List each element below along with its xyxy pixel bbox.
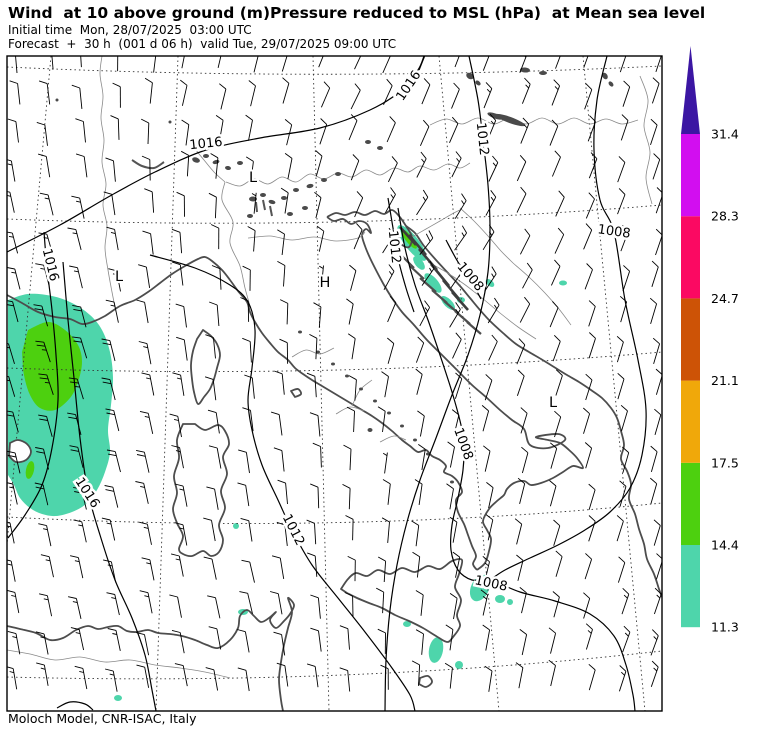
isobar-label: 1016 bbox=[394, 68, 425, 104]
map-frame bbox=[6, 55, 663, 712]
terrain-marks-layer bbox=[55, 67, 614, 484]
colorbar-tick-label: 21.1 bbox=[711, 373, 739, 388]
colorbar-segment bbox=[681, 216, 700, 299]
wind-barbs-layer bbox=[7, 56, 662, 692]
initial-time-line: Initial time Mon, 28/07/2025 03:00 UTC bbox=[8, 23, 252, 37]
colorbar-tick-label: 17.5 bbox=[711, 455, 739, 470]
colorbar-overflow-arrow bbox=[681, 46, 700, 134]
country-border-layer bbox=[7, 56, 653, 679]
colorbar-tick-label: 28.3 bbox=[711, 209, 739, 224]
wind-speed-colorbar: 31.4 28.3 24.7 21.1 17.5 14.4 11.3 bbox=[681, 46, 739, 635]
isobar-label: 1008 bbox=[597, 222, 632, 241]
colorbar-segment bbox=[681, 134, 700, 217]
low-pressure-marker: L bbox=[549, 395, 557, 411]
low-pressure-marker: L bbox=[115, 269, 123, 285]
forecast-valid-line: Forecast + 30 h (001 d 06 h) valid Tue, … bbox=[8, 37, 397, 51]
colorbar-segment bbox=[681, 380, 700, 463]
isobar-label: 1008 bbox=[450, 426, 475, 462]
colorbar-segment bbox=[681, 462, 700, 545]
isobar-label: 1016 bbox=[189, 135, 223, 153]
colorbar-segment bbox=[681, 298, 700, 381]
low-pressure-marker: L bbox=[249, 170, 257, 186]
isobar-label: 1012 bbox=[473, 122, 491, 156]
colorbar-tick-label: 11.3 bbox=[711, 620, 739, 635]
colorbar-tick-label: 24.7 bbox=[711, 291, 739, 306]
isobar-label: 1012 bbox=[385, 230, 403, 264]
colorbar-tick-label: 14.4 bbox=[711, 538, 739, 553]
colorbar-segment bbox=[681, 545, 700, 628]
colorbar-tick-label: 31.4 bbox=[711, 127, 739, 142]
chart-title: Wind at 10 above ground (m)Pressure redu… bbox=[8, 4, 706, 22]
isobar-label: 1012 bbox=[279, 512, 307, 548]
high-pressure-marker: H bbox=[320, 275, 331, 291]
isobar-contours-layer bbox=[7, 56, 647, 711]
graticule-layer bbox=[7, 56, 662, 711]
coastline-layer bbox=[7, 209, 662, 711]
model-attribution: Moloch Model, CNR-ISAC, Italy bbox=[8, 711, 197, 726]
